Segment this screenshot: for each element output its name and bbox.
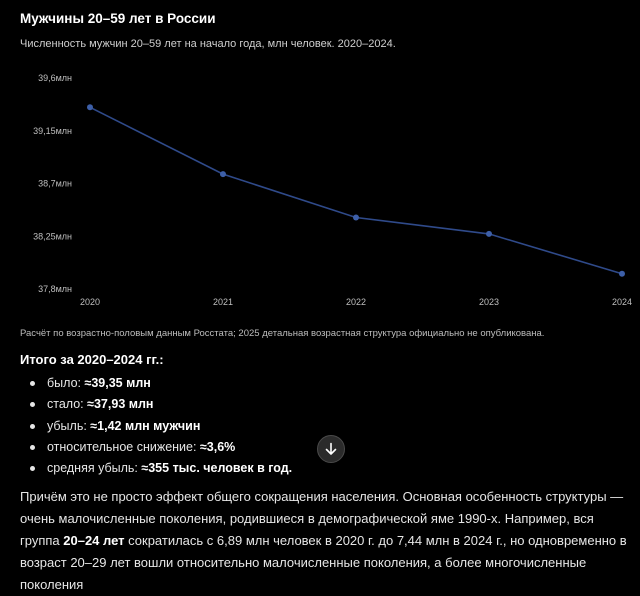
scroll-down-button[interactable] (317, 435, 345, 463)
paragraph-bold: 20–24 лет (63, 533, 125, 548)
arrow-down-icon (325, 442, 337, 455)
chart-title: Мужчины 20–59 лет в России (20, 11, 216, 26)
bullet-icon (30, 444, 35, 450)
item-label: стало: (47, 397, 88, 412)
item-value: ≈3,6% (199, 439, 236, 454)
x-tick-label: 2020 (80, 297, 100, 307)
x-tick-label: 2021 (213, 297, 233, 307)
y-tick-label: 37,8млн (38, 284, 72, 294)
data-point (486, 230, 492, 237)
y-tick-label: 39,15млн (33, 126, 72, 136)
list-item: стало: ≈37,93 млн (20, 394, 292, 415)
chart-subtitle: Численность мужчин 20–59 лет на начало г… (20, 38, 396, 50)
list-item: относительное снижение: ≈3,6% (20, 437, 292, 458)
summary-list: было: ≈39,35 млн стало: ≈37,93 млн убыль… (20, 373, 292, 479)
item-value: ≈1,42 млн мужчин (90, 418, 201, 433)
item-value: ≈39,35 млн (84, 376, 151, 390)
series-line (89, 106, 623, 275)
x-tick-label: 2023 (479, 297, 499, 307)
x-tick-label: 2022 (346, 297, 366, 307)
paragraph-text: Причём это не просто эффект общего сокра… (20, 489, 624, 548)
data-point (220, 171, 226, 178)
bullet-icon (30, 402, 35, 408)
item-label: средняя убыль: (47, 461, 142, 476)
line-chart: 39,6млн 39,15млн 38,7млн 38,25млн 37,8млн 20… (33, 73, 632, 307)
data-point (87, 104, 93, 111)
y-tick-label: 38,7млн (38, 179, 72, 189)
data-point (353, 214, 359, 221)
bullet-icon (30, 423, 35, 429)
bullet-icon (30, 381, 35, 386)
chart-note: Расчёт по возрастно-половым данным Росст… (20, 328, 545, 339)
item-label: относительное снижение: (47, 439, 200, 454)
data-point (619, 270, 625, 277)
list-item: убыль: ≈1,42 млн мужчин (20, 416, 292, 437)
list-item: средняя убыль: ≈355 тыс. человек в год. (20, 458, 292, 479)
bullet-icon (30, 466, 35, 472)
list-item: было: ≈39,35 млн (20, 373, 292, 394)
item-label: убыль: (47, 418, 91, 433)
y-tick-label: 39,6млн (38, 73, 72, 83)
y-tick-label: 38,25млн (33, 231, 72, 241)
item-value: ≈355 тыс. человек в год. (141, 461, 293, 476)
summary-title: Итого за 2020–2024 гг.: (20, 352, 164, 367)
item-value: ≈37,93 млн (87, 397, 154, 412)
body-paragraph: Причём это не просто эффект общего сокра… (20, 486, 630, 596)
item-label: было: (47, 376, 85, 390)
x-tick-label: 2024 (612, 297, 632, 307)
